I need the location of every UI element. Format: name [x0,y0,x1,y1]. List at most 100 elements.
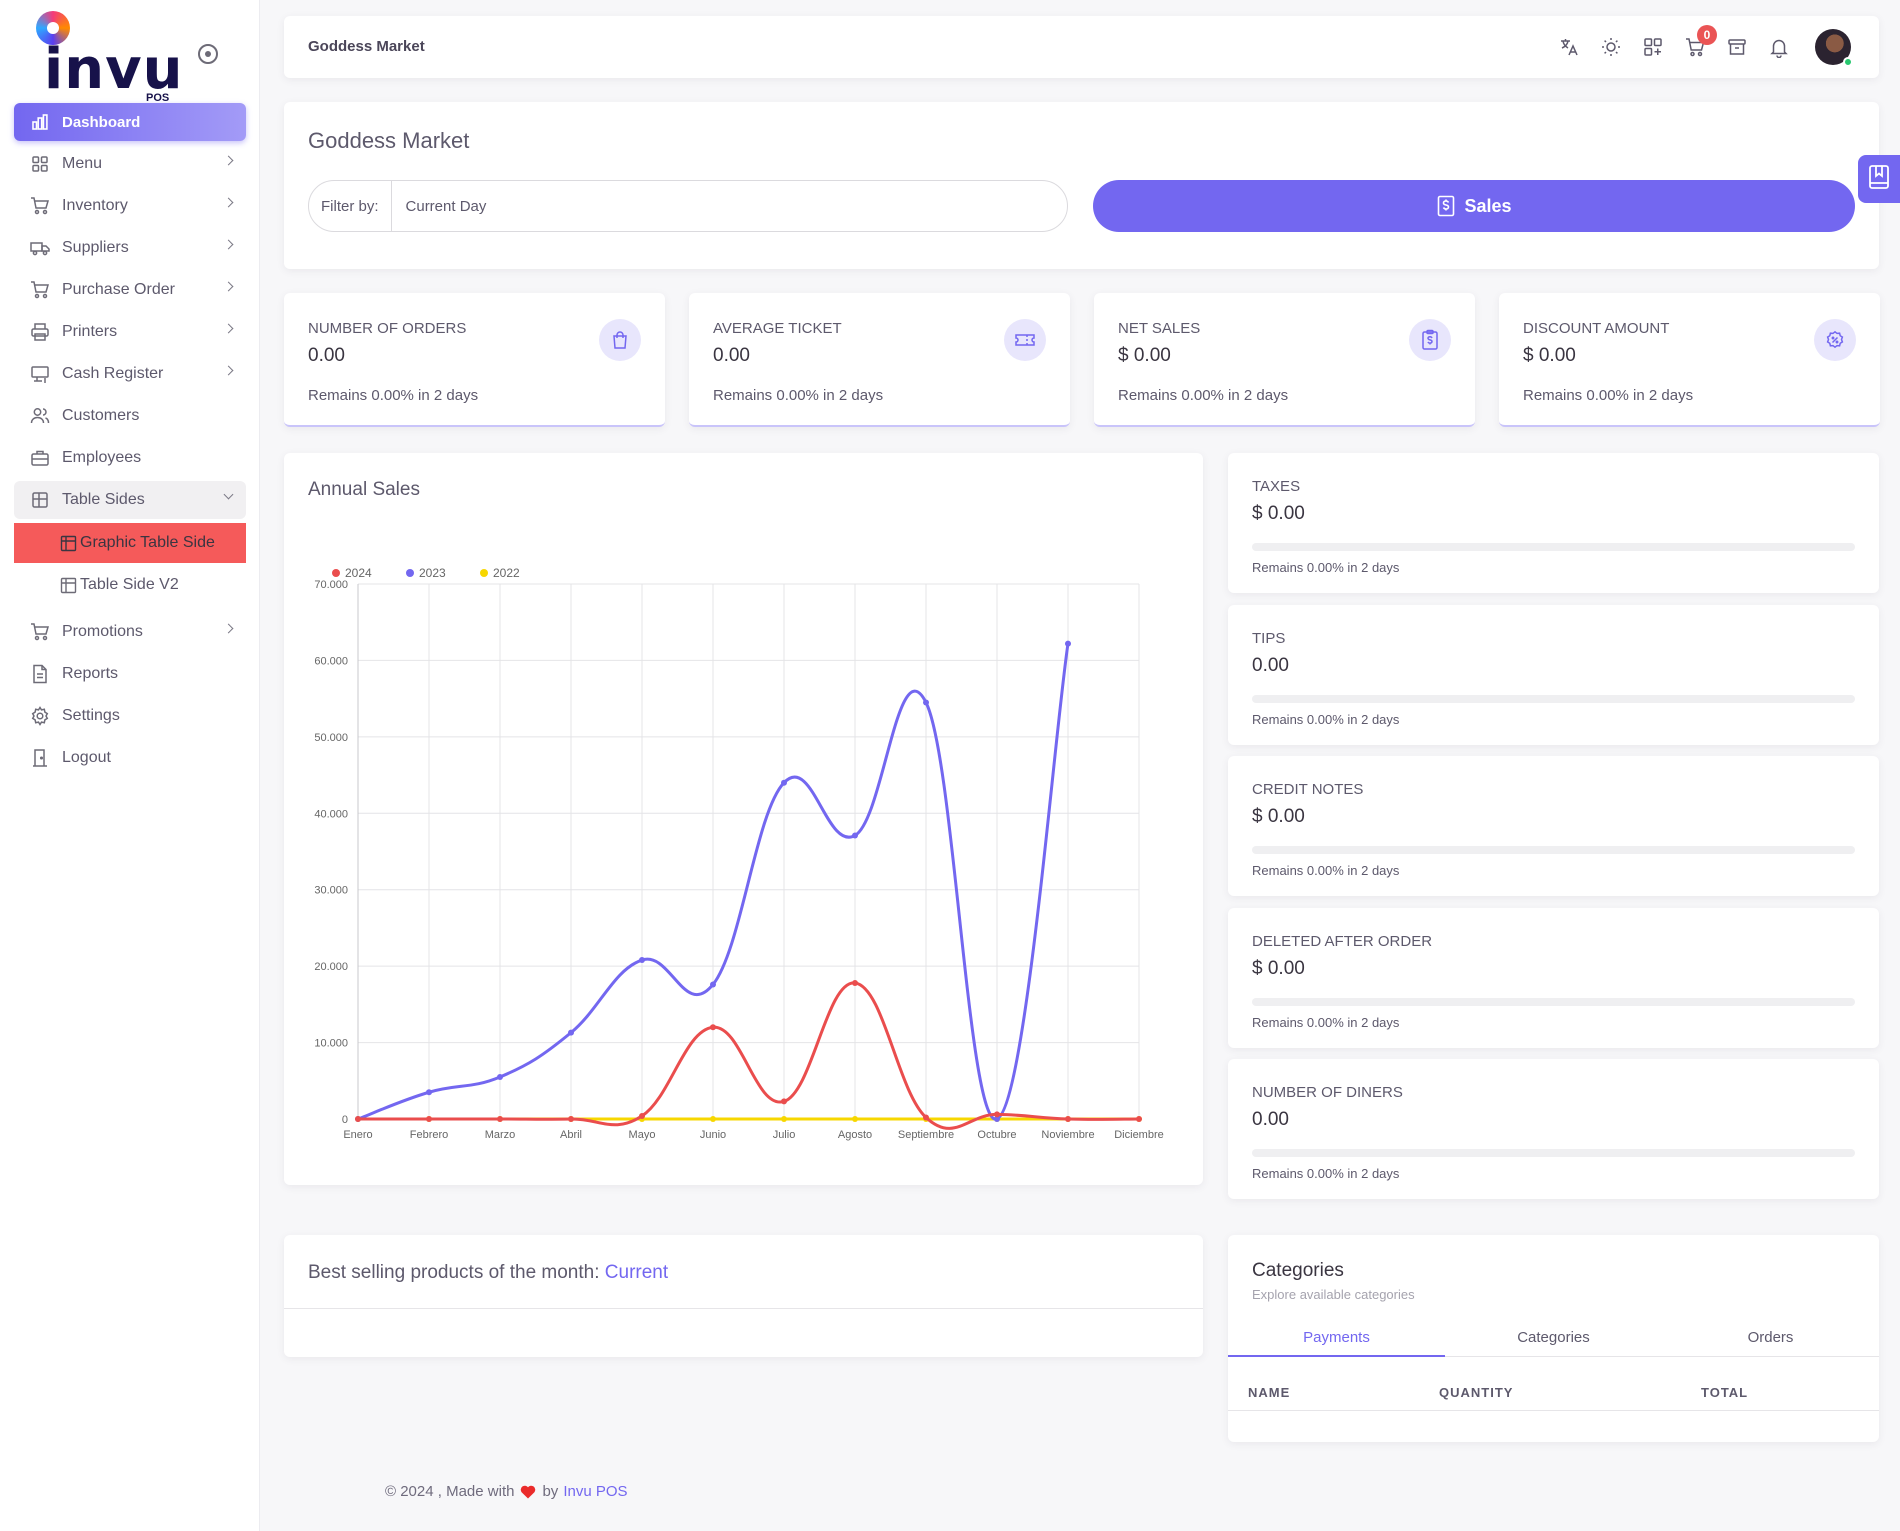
data-point-2024 [1065,1116,1071,1122]
legend-marker-2023 [406,569,414,577]
chevron-right-icon [223,323,234,334]
chevron-right-icon [223,281,234,292]
sidebar-item-label: Promotions [62,623,143,640]
sidebar-item-employees[interactable]: Employees [14,439,246,477]
file-icon [30,664,50,684]
sidebar-item-label: Reports [62,665,119,682]
y-tick-label: 50.000 [314,732,348,744]
data-point-2024 [1136,1116,1142,1122]
metric-value: 0.00 [1252,655,1289,676]
logo-text: invu [44,37,184,102]
metric-label: TIPS [1252,630,1286,647]
chevron-right-icon [223,239,234,250]
sidebar-item-inventory[interactable]: Inventory [14,187,246,225]
sidebar-collapse-toggle-icon[interactable] [198,44,218,64]
sidebar-item-label: Dashboard [62,113,141,131]
sidebar-item-purchase-order[interactable]: Purchase Order [14,271,246,309]
logo-mark-icon [36,11,70,45]
y-tick-label: 20.000 [314,961,348,973]
archive-icon[interactable] [1725,35,1749,59]
sidebar-item-label: Logout [62,749,111,766]
sidebar-item-settings[interactable]: Settings [14,697,246,735]
sidebar-item-label: Employees [62,449,142,466]
stat-label: AVERAGE TICKET [713,320,842,337]
tab-categories[interactable]: Categories [1517,1329,1590,1346]
sidebar-item-customers[interactable]: Customers [14,397,246,435]
stat-value: 0.00 [308,345,345,366]
sidebar-item-dashboard[interactable]: Dashboard [14,103,246,141]
apps-grid-icon[interactable] [1641,35,1665,59]
invu-logo[interactable]: invu POS [34,8,194,104]
stat-remains: Remains 0.00% in 2 days [713,387,884,404]
stat-value: $ 0.00 [1523,345,1576,366]
y-tick-label: 60.000 [314,655,348,667]
annual-sales-card: Annual Sales 0 10.000 20.000 30.000 40.000 50… [284,453,1203,1185]
tab-orders[interactable]: Orders [1747,1329,1794,1346]
divider [284,1308,1203,1309]
sales-button[interactable]: Sales [1093,180,1855,232]
sidebar-item-suppliers[interactable]: Suppliers [14,229,246,267]
tab-payments[interactable]: Payments [1228,1319,1445,1357]
x-tick-label: Enero [343,1129,372,1141]
logo-subtext: POS [146,92,170,104]
y-tick-label: 40.000 [314,808,348,820]
metric-remains: Remains 0.00% in 2 days [1252,863,1400,878]
ticket-icon [1004,319,1046,361]
data-point-2024 [923,1114,929,1121]
legend-marker-2022 [480,569,488,577]
chart-title: Annual Sales [308,479,420,500]
y-tick-label: 0 [342,1114,348,1126]
stat-remains: Remains 0.00% in 2 days [1118,387,1289,404]
briefcase-icon [30,448,50,468]
chevron-right-icon [223,365,234,376]
cart-icon[interactable]: 0 [1683,25,1717,59]
translate-icon[interactable] [1557,35,1581,59]
cart-icon [30,280,50,300]
best-selling-title: Best selling products of the month: Curr… [308,1262,668,1284]
data-point-2022 [781,1116,787,1122]
bell-icon[interactable] [1767,35,1791,59]
sidebar-item-table-sides[interactable]: Table Sides [14,481,246,519]
column-header-quantity[interactable]: QUANTITY [1439,1385,1514,1400]
footer: © 2024 , Made with by Invu POS [385,1483,628,1500]
y-tick-label: 70.000 [314,579,348,591]
sidebar-item-label: Table Sides [62,491,145,508]
filter-value[interactable]: Current Day [405,197,487,215]
column-header-name[interactable]: NAME [1248,1385,1291,1400]
sidebar-subitem-table-side-v2[interactable]: Table Side V2 [14,565,246,605]
sidebar-item-logout[interactable]: Logout [14,739,246,777]
footer-brand-link[interactable]: Invu POS [563,1483,628,1500]
sidebar-subitem-graphic-table-side[interactable]: Graphic Table Side [14,523,246,563]
stat-card-net-sales: NET SALES $ 0.00 Remains 0.00% in 2 days [1094,293,1475,427]
table-header: NAME QUANTITY TOTAL [1228,1375,1879,1411]
sun-icon[interactable] [1599,35,1623,59]
discount-icon [1814,319,1856,361]
chevron-right-icon [223,197,234,208]
stat-label: NET SALES [1118,320,1201,337]
chevron-right-icon [223,623,234,634]
bookmark-side-tab[interactable] [1858,155,1900,203]
sidebar-item-reports[interactable]: Reports [14,655,246,693]
x-tick-label: Junio [700,1129,726,1141]
sidebar-item-promotions[interactable]: Promotions [14,613,246,651]
sidebar-item-menu[interactable]: Menu [14,145,246,183]
data-point-2023 [781,779,787,786]
categories-tabs: Payments Categories Orders [1228,1319,1879,1357]
data-point-2024 [852,979,858,986]
truck-icon [30,238,50,258]
sales-button-label: Sales [1464,195,1512,216]
sidebar-item-printers[interactable]: Printers [14,313,246,351]
categories-title: Categories [1252,1260,1344,1281]
metric-card-tips: TIPS 0.00 Remains 0.00% in 2 days [1228,605,1879,745]
gear-icon [30,706,50,726]
best-selling-period-link[interactable]: Current [604,1262,669,1283]
column-header-total[interactable]: TOTAL [1701,1385,1749,1400]
metric-card-credit-notes: CREDIT NOTES $ 0.00 Remains 0.00% in 2 d… [1228,756,1879,896]
data-point-2023 [1065,640,1071,647]
filter-select[interactable]: Filter by: Current Day [308,180,1068,232]
user-avatar[interactable] [1815,29,1853,67]
data-point-2024 [781,1098,787,1105]
x-tick-label: Marzo [485,1129,516,1141]
sidebar-item-cash-register[interactable]: Cash Register [14,355,246,393]
metric-label: NUMBER OF DINERS [1252,1084,1403,1101]
